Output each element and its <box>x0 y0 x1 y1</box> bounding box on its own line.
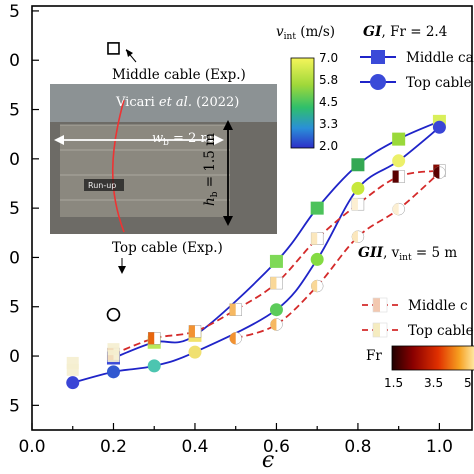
y-tick-label: 0 <box>9 150 20 170</box>
series-layer <box>66 42 446 390</box>
faint-data-point <box>66 363 79 376</box>
data-point <box>432 120 446 134</box>
data-point-fill <box>433 166 440 179</box>
x-tick-label: 0.6 <box>263 437 290 457</box>
data-point-fill <box>311 232 318 245</box>
data-point <box>66 376 80 390</box>
y-tick-label: 5 <box>9 298 20 318</box>
colorbar-fr-title: Fr <box>366 348 382 364</box>
colorbar-vint-tick: 4.5 <box>319 95 338 109</box>
y-tick-label: 5 <box>9 101 20 121</box>
x-tick-label: 0.4 <box>181 437 208 457</box>
legend-gii-title: GII, vint = 5 m <box>358 245 457 263</box>
legend-gi-middle-marker <box>371 50 385 64</box>
data-point-fill <box>392 170 399 183</box>
y-tick-label: 5 <box>9 396 20 416</box>
colorbar-vint: vint (m/s) 7.0 5.8 4.5 3.3 2.0 <box>276 24 338 153</box>
data-point <box>269 254 283 268</box>
photo-credit: Vicari et al. (2022) <box>115 95 239 110</box>
colorbar-fr-tick: 5 <box>464 376 472 390</box>
data-point <box>188 345 202 359</box>
y-tick-label: 0 <box>9 347 20 367</box>
height-label: hb = 1.5 m <box>202 133 220 206</box>
y-tick-label: 0 <box>9 248 20 268</box>
colorbar-vint-tick: 5.8 <box>319 73 338 87</box>
colorbar-fr-bar <box>391 345 474 371</box>
legend-gi-top-label: Top cable <box>406 75 472 91</box>
colorbar-vint-tick: 7.0 <box>319 51 338 65</box>
data-point-fill <box>270 277 277 290</box>
legend-gii-top-label: Top cable <box>408 323 474 339</box>
legend-gi-top-marker <box>370 74 386 90</box>
colorbar-vint-bar <box>290 57 315 149</box>
legend-gii-top-marker <box>372 322 388 338</box>
data-point <box>106 365 120 379</box>
exp-annotations: Middle cable (Exp.) Top cable (Exp.) <box>112 49 246 274</box>
colorbar-vint-tick: 2.0 <box>319 139 338 153</box>
x-tick-label: 0.8 <box>344 437 371 457</box>
data-point <box>351 158 365 172</box>
width-label: wb = 2 m <box>152 131 213 148</box>
colorbar-fr-tick: 3.5 <box>424 376 443 390</box>
legend-gii: GII, vint = 5 m Middle c Top cable <box>358 245 474 339</box>
exp-marker <box>106 307 121 322</box>
y-tick-label: 5 <box>9 2 20 22</box>
x-tick-label: 0.2 <box>100 437 127 457</box>
runup-label: Run-up <box>88 181 116 190</box>
data-point <box>351 181 365 195</box>
colorbar-vint-title: vint (m/s) <box>276 24 335 42</box>
data-point-fill <box>351 198 358 211</box>
x-tick-label: 0.0 <box>18 437 45 457</box>
exp-marker <box>107 42 120 55</box>
data-point-fill <box>148 332 155 345</box>
data-point-fill <box>392 203 399 216</box>
plot-area <box>31 5 473 431</box>
photo-inset: Vicari et al. (2022) wb = 2 m hb = 1.5 m… <box>50 84 277 234</box>
y-tick-label: 5 <box>9 199 20 219</box>
data-point-fill <box>188 325 195 338</box>
plot-frame <box>31 5 473 431</box>
exp-top-label: Top cable (Exp.) <box>112 240 223 256</box>
x-axis-label: ϵ <box>262 448 274 473</box>
data-point <box>147 359 161 373</box>
colorbar-fr-tick: 1.5 <box>384 376 403 390</box>
colorbar-vint-tick: 3.3 <box>319 117 338 131</box>
x-tick-label: 1.0 <box>426 437 453 457</box>
data-point-fill <box>270 318 277 331</box>
data-point-fill <box>311 280 318 293</box>
data-point-fill <box>229 332 236 345</box>
data-point <box>392 154 406 168</box>
data-point-fill <box>229 303 236 316</box>
faint-data-point <box>107 350 120 363</box>
data-point <box>392 132 406 146</box>
runup-line <box>111 99 125 233</box>
colorbar-fr: Fr 1.5 3.5 5 <box>366 345 474 390</box>
legend-gii-middle-label: Middle c <box>408 298 468 314</box>
legend-gi-title: GI, Fr = 2.4 <box>363 24 447 40</box>
data-point <box>310 252 324 266</box>
data-point <box>269 303 283 317</box>
y-tick-label: 0 <box>9 51 20 71</box>
data-point-fill <box>351 230 358 243</box>
legend-gii-middle-marker <box>372 297 388 313</box>
axis-ticks: 0.0 0.2 0.4 0.6 0.8 1.0 5 0 5 0 5 0 5 0 5 <box>9 2 453 457</box>
legend-gi: GI, Fr = 2.4 Middle ca Top cable <box>360 24 474 91</box>
data-point <box>310 201 324 215</box>
photo-sky <box>50 84 277 122</box>
legend-gi-middle-label: Middle ca <box>406 50 474 66</box>
exp-middle-label: Middle cable (Exp.) <box>112 67 246 83</box>
